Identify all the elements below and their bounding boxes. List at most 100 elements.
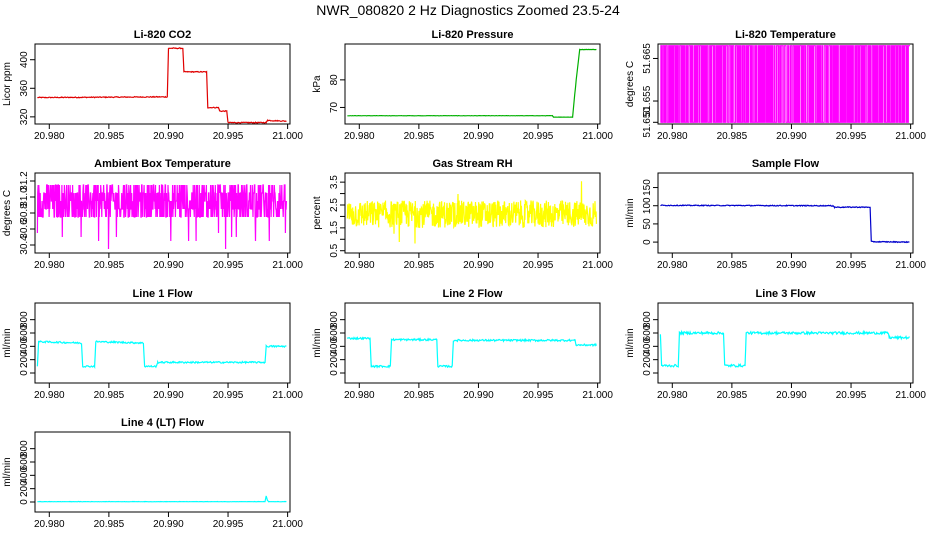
y-tick-label: 320 <box>19 108 30 125</box>
series-line <box>659 329 910 368</box>
x-tick-label: 20.985 <box>717 131 748 142</box>
x-tick-label: 20.990 <box>153 131 184 142</box>
y-tick-label: 150 <box>642 179 653 196</box>
panel-6: Line 1 Flow ml/min 20.980 20.985 20.990 20.99… <box>2 288 303 401</box>
series-line <box>36 184 287 250</box>
x-tick-label: 20.995 <box>836 260 867 271</box>
y-tick-label: 0 <box>19 499 30 505</box>
y-tick-label: 0 <box>642 239 653 245</box>
x-tick-label: 20.995 <box>213 131 244 142</box>
y-tick-label: 0 <box>329 370 340 376</box>
x-tick-label: 20.995 <box>836 131 867 142</box>
y-tick-label: 400 <box>19 467 30 484</box>
x-tick-label: 20.980 <box>657 131 688 142</box>
plot-frame <box>34 431 291 513</box>
x-tick-label: 20.980 <box>344 260 375 271</box>
y-tick-label: 50 <box>642 218 653 230</box>
y-tick-label: 800 <box>329 311 340 328</box>
y-axis-label: ml/min <box>625 328 636 357</box>
x-tick-label: 20.995 <box>523 131 554 142</box>
x-tick-label: 20.995 <box>836 390 867 401</box>
x-tick-label: 20.985 <box>94 519 125 530</box>
panel-5: Sample Flow ml/min 20.980 20.985 20.990 20.99… <box>625 158 926 271</box>
x-tick-label: 20.995 <box>523 260 554 271</box>
panel-title: Line 2 Flow <box>443 288 503 300</box>
y-axis-label: degrees C <box>625 61 636 107</box>
x-tick-label: 20.980 <box>344 390 375 401</box>
series-line <box>346 181 597 244</box>
x-tick-label: 21.000 <box>272 260 303 271</box>
plot-frame <box>344 172 601 254</box>
figure-title: NWR_080820 2 Hz Diagnostics Zoomed 23.5-… <box>316 2 620 18</box>
y-axis-label: ml/min <box>312 328 323 357</box>
x-tick-label: 20.990 <box>776 260 807 271</box>
y-axis-label: ml/min <box>2 328 13 357</box>
x-tick-label: 20.985 <box>404 131 435 142</box>
y-tick-label: 31.0 <box>19 187 30 207</box>
x-tick-label: 21.000 <box>895 260 926 271</box>
y-tick-label: 3.5 <box>329 175 340 189</box>
panel-title: Li-820 Pressure <box>432 29 514 41</box>
x-tick-label: 20.980 <box>344 131 375 142</box>
panel-title: Line 1 Flow <box>133 288 193 300</box>
x-tick-label: 20.990 <box>463 390 494 401</box>
panel-title: Line 4 (LT) Flow <box>121 417 204 429</box>
x-tick-label: 21.000 <box>895 390 926 401</box>
x-tick-label: 21.000 <box>582 390 613 401</box>
plot-frame <box>344 43 601 125</box>
y-tick-label: 30.8 <box>19 203 30 223</box>
y-tick-label: 30.4 <box>19 235 30 255</box>
y-tick-label: 600 <box>19 324 30 341</box>
x-tick-label: 21.000 <box>272 390 303 401</box>
y-axis-label: kPa <box>312 75 323 93</box>
x-tick-label: 20.980 <box>34 519 65 530</box>
y-tick-label: 0 <box>19 370 30 376</box>
y-tick-label: 51.650 <box>642 107 653 138</box>
x-tick-label: 20.985 <box>94 390 125 401</box>
plot-frame <box>657 172 914 254</box>
x-tick-label: 21.000 <box>895 131 926 142</box>
y-axis-label: ml/min <box>2 457 13 486</box>
y-tick-label: 70 <box>329 101 340 113</box>
x-tick-label: 20.995 <box>213 519 244 530</box>
y-axis-label: Licor ppm <box>2 62 13 106</box>
y-tick-label: 400 <box>329 338 340 355</box>
y-tick-label: 2.5 <box>329 198 340 212</box>
x-tick-label: 20.990 <box>153 390 184 401</box>
x-tick-label: 21.000 <box>272 131 303 142</box>
y-tick-label: 31.2 <box>19 171 30 191</box>
plot-frame <box>344 302 601 384</box>
x-tick-label: 20.985 <box>94 131 125 142</box>
y-tick-label: 400 <box>19 338 30 355</box>
y-tick-label: 800 <box>642 311 653 328</box>
panel-1: Li-820 Pressure kPa 20.980 20.985 20.990 20.9… <box>312 29 613 142</box>
y-tick-label: 800 <box>19 311 30 328</box>
x-tick-label: 20.995 <box>213 390 244 401</box>
x-tick-label: 20.995 <box>213 260 244 271</box>
panel-0: Li-820 CO2 Licor ppm 20.980 20.985 20.990 20.… <box>2 29 303 142</box>
x-tick-label: 20.985 <box>404 260 435 271</box>
panel-title: Gas Stream RH <box>432 158 512 170</box>
panel-4: Gas Stream RH percent 20.980 20.985 20.990 20… <box>312 158 613 271</box>
series-line <box>660 204 910 244</box>
series-line <box>346 336 597 369</box>
y-axis-label: percent <box>312 196 323 230</box>
y-tick-label: 200 <box>19 351 30 368</box>
y-tick-label: 800 <box>19 440 30 457</box>
x-tick-label: 20.980 <box>657 260 688 271</box>
x-tick-label: 20.990 <box>776 131 807 142</box>
plot-frame <box>34 43 291 125</box>
panel-title: Sample Flow <box>752 158 820 170</box>
panel-title: Ambient Box Temperature <box>94 158 231 170</box>
y-tick-label: 200 <box>329 351 340 368</box>
x-tick-label: 20.985 <box>404 390 435 401</box>
panel-7: Line 2 Flow ml/min 20.980 20.985 20.990 20.99… <box>312 288 613 401</box>
plot-frame <box>657 302 914 384</box>
y-tick-label: 600 <box>19 453 30 470</box>
x-tick-label: 20.980 <box>34 260 65 271</box>
x-tick-label: 20.980 <box>657 390 688 401</box>
y-axis-label: ml/min <box>625 198 636 227</box>
y-tick-label: 51.655 <box>642 85 653 116</box>
series-line <box>660 45 910 123</box>
